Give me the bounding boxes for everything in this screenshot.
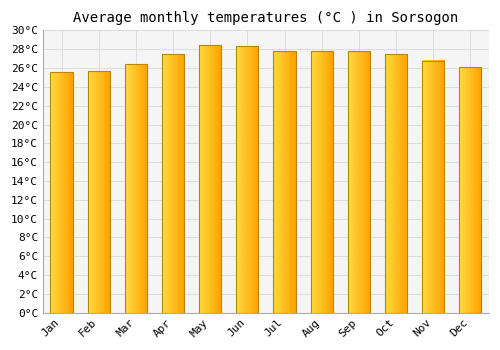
Bar	[459, 67, 481, 313]
Bar	[348, 51, 370, 313]
Bar	[88, 71, 110, 313]
Bar	[422, 61, 444, 313]
Bar	[162, 54, 184, 313]
Bar	[385, 54, 407, 313]
Bar	[199, 46, 222, 313]
Bar	[50, 72, 72, 313]
Bar	[274, 51, 295, 313]
Bar	[310, 51, 333, 313]
Title: Average monthly temperatures (°C ) in Sorsogon: Average monthly temperatures (°C ) in So…	[74, 11, 458, 25]
Bar	[124, 64, 147, 313]
Bar	[236, 47, 258, 313]
